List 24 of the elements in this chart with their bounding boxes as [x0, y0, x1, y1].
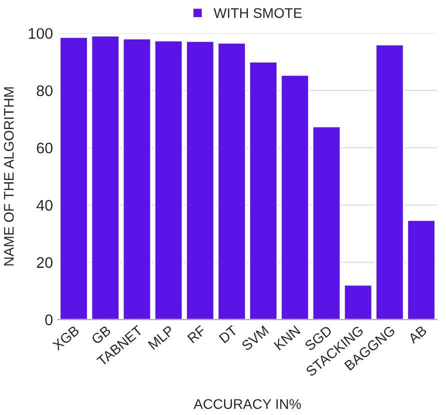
bar [59, 36, 88, 320]
y-axis-title: NAME OF THE ALGORITHM [4, 87, 14, 266]
y-tick-label: 0 [45, 314, 53, 326]
bar [280, 74, 310, 320]
bar [312, 126, 342, 320]
x-tick-label: AB [407, 325, 428, 344]
bar [154, 40, 184, 320]
y-tick-label: 40 [36, 200, 53, 211]
y-tick-label: 100 [28, 28, 53, 39]
legend-label: WITH SMOTE [214, 8, 302, 18]
y-tick-label: 20 [36, 257, 53, 268]
x-axis-title: ACCURACY IN% [194, 399, 301, 409]
bar [406, 219, 436, 320]
bar [90, 35, 120, 320]
x-tick-label: RF [187, 325, 206, 344]
y-tick-label: 80 [36, 85, 53, 96]
bar [186, 40, 215, 320]
bar [122, 38, 152, 320]
bar [248, 61, 278, 320]
bar [344, 284, 373, 320]
y-tick-label: 60 [36, 142, 53, 154]
bar [375, 44, 404, 320]
x-tick-label: DT [218, 325, 238, 344]
bar [217, 42, 246, 320]
